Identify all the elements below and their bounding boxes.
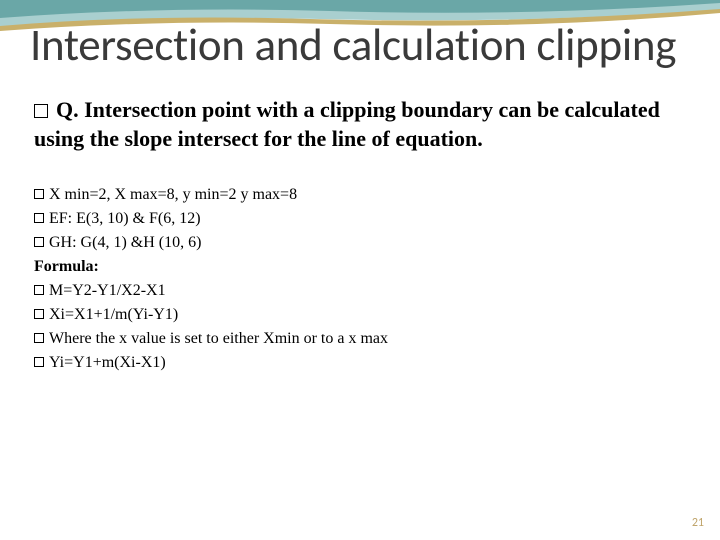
body-line: M=Y2-Y1/X2-X1 — [34, 279, 690, 303]
body-text: Where the x value is set to either Xmin … — [49, 330, 388, 347]
body-line: Where the x value is set to either Xmin … — [34, 327, 690, 351]
body-line: Yi=Y1+m(Xi-X1) — [34, 351, 690, 375]
body-list: X min=2, X max=8, y min=2 y max=8 EF: E(3… — [30, 183, 690, 375]
slide-body: Intersection and calculation clipping Q.… — [0, 0, 720, 375]
body-text: X min=2, X max=8, y min=2 y max=8 — [49, 186, 297, 203]
bullet-box-icon — [34, 189, 44, 199]
subhead-text: Q. Intersection point with a clipping bo… — [34, 97, 660, 151]
body-text: Yi=Y1+m(Xi-X1) — [49, 354, 166, 371]
bullet-box-icon — [34, 309, 44, 319]
slide-subheading: Q. Intersection point with a clipping bo… — [30, 95, 690, 153]
bullet-box-icon — [34, 213, 44, 223]
bullet-box-icon — [34, 237, 44, 247]
slide-title: Intersection and calculation clipping — [30, 22, 690, 71]
body-text: Xi=X1+1/m(Yi-Y1) — [49, 306, 178, 323]
bullet-box-icon — [34, 104, 48, 118]
bullet-box-icon — [34, 357, 44, 367]
body-line: Formula: — [34, 255, 690, 279]
body-line: Xi=X1+1/m(Yi-Y1) — [34, 303, 690, 327]
body-line: GH: G(4, 1) &H (10, 6) — [34, 231, 690, 255]
body-text: GH: G(4, 1) &H (10, 6) — [49, 234, 201, 251]
body-line: EF: E(3, 10) & F(6, 12) — [34, 207, 690, 231]
bullet-box-icon — [34, 333, 44, 343]
bullet-box-icon — [34, 285, 44, 295]
body-text: EF: E(3, 10) & F(6, 12) — [49, 210, 201, 227]
body-text: M=Y2-Y1/X2-X1 — [49, 282, 166, 299]
body-line: X min=2, X max=8, y min=2 y max=8 — [34, 183, 690, 207]
body-text: Formula: — [34, 258, 99, 275]
page-number: 21 — [692, 516, 704, 530]
